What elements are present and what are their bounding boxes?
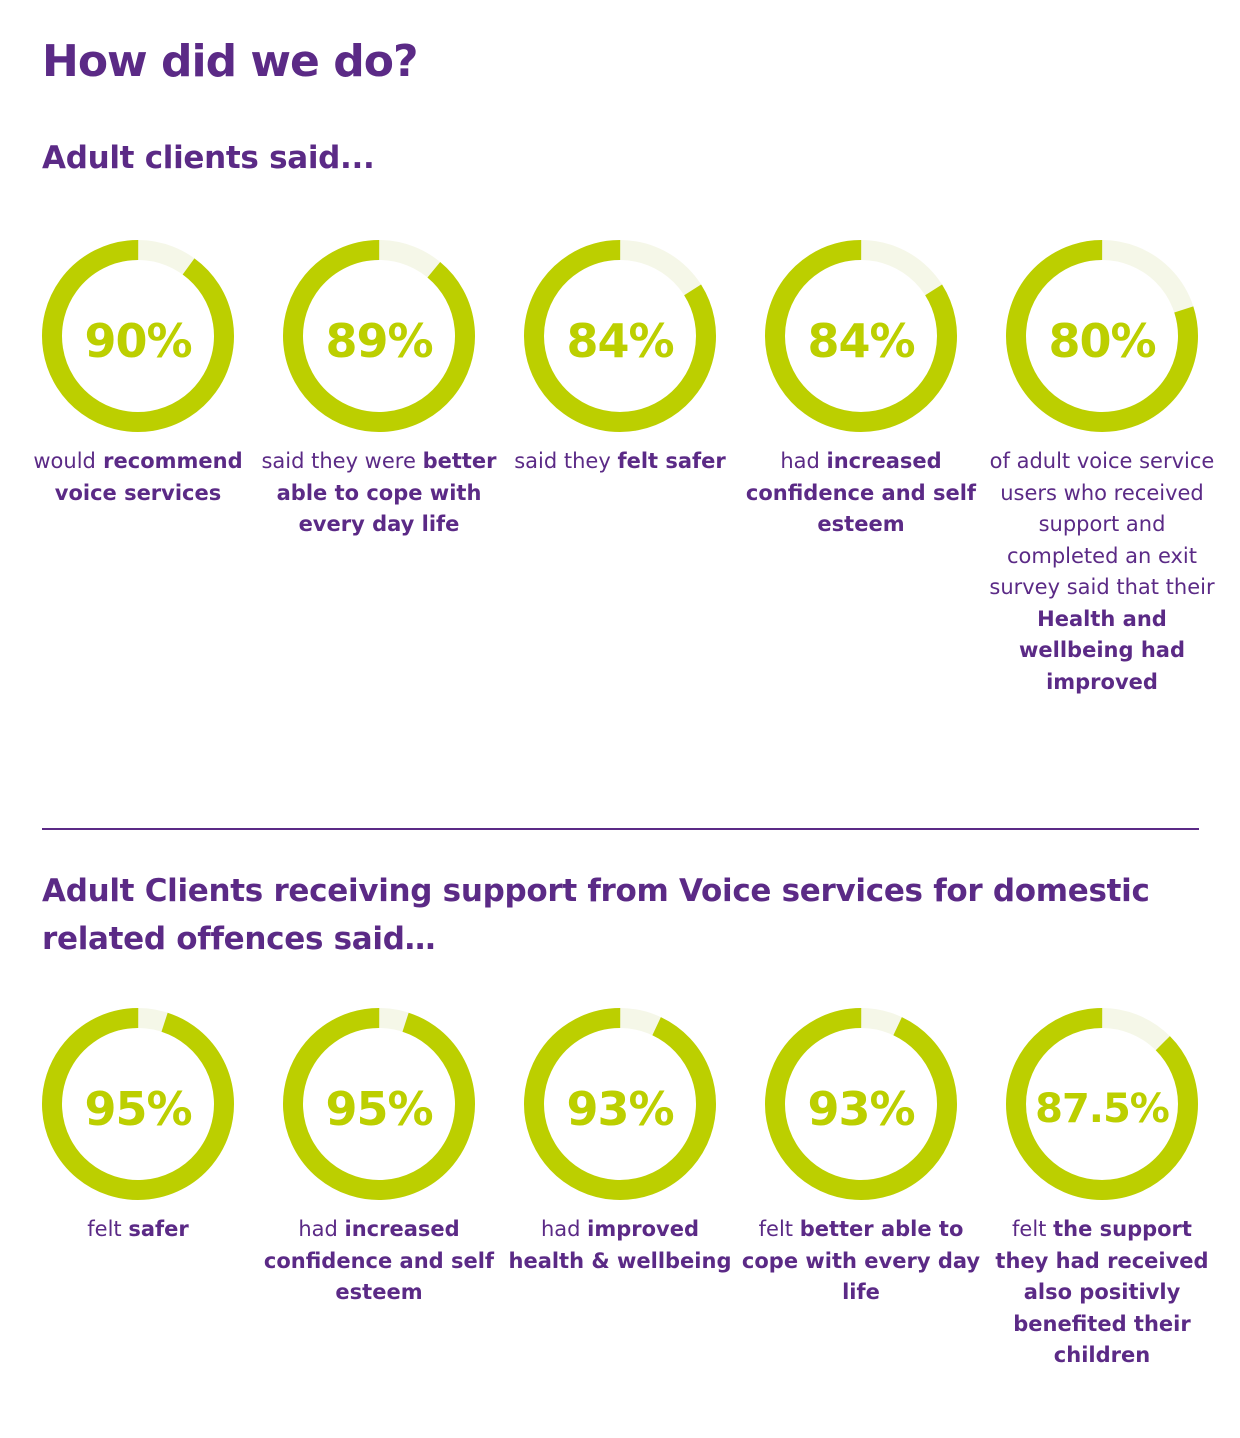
stat-caption: said they felt safer xyxy=(500,446,740,478)
percentage-ring xyxy=(765,1008,957,1200)
ring-progress xyxy=(42,1008,234,1200)
stat-percentage: 89% xyxy=(325,314,433,368)
caption-highlight: recommend voice services xyxy=(54,449,243,505)
caption-text: had xyxy=(298,1217,345,1241)
caption-highlight: improved health & wellbeing xyxy=(508,1217,732,1273)
section-heading-domestic-offences: Adult Clients receiving support from Voi… xyxy=(42,873,1150,957)
stat-percentage: 95% xyxy=(84,1082,192,1136)
caption-highlight: better able to cope with every day life xyxy=(741,1217,981,1304)
stat-card: 95% had increased confidence and self es… xyxy=(259,1004,499,1424)
percentage-ring xyxy=(42,1008,234,1200)
stat-percentage: 93% xyxy=(566,1082,674,1136)
percentage-ring xyxy=(283,240,475,432)
percentage-ring xyxy=(524,240,716,432)
stat-percentage: 93% xyxy=(807,1082,915,1136)
stat-card: 84% had increased confidence and self es… xyxy=(741,236,981,656)
caption-text: said they xyxy=(514,449,618,473)
stat-percentage: 90% xyxy=(84,314,192,368)
stat-caption: felt safer xyxy=(18,1214,258,1246)
stat-card: 89% said they were better able to cope w… xyxy=(259,236,499,656)
stat-percentage: 87.5% xyxy=(1035,1086,1170,1132)
caption-text: would xyxy=(33,449,96,473)
stat-card: 90% would recommend voice services xyxy=(18,236,258,656)
caption-text: of adult voice service users who receive… xyxy=(989,449,1215,599)
ring-progress xyxy=(283,240,475,432)
caption-highlight: the support they had received also posit… xyxy=(995,1217,1209,1367)
stat-caption: had increased confidence and self esteem xyxy=(741,446,981,541)
percentage-ring xyxy=(42,240,234,432)
caption-highlight: safer xyxy=(128,1217,189,1241)
ring-progress xyxy=(1006,240,1198,432)
stat-caption: felt better able to cope with every day … xyxy=(741,1214,981,1309)
ring-progress xyxy=(283,1008,475,1200)
caption-text: had xyxy=(780,449,827,473)
caption-text: felt xyxy=(758,1217,800,1241)
section-divider xyxy=(42,828,1199,830)
stats-row-domestic-offences: 95% felt safer 95% had increased confide… xyxy=(0,1004,1240,1424)
caption-highlight: better able to cope with every day life xyxy=(276,449,497,536)
stat-caption: of adult voice service users who receive… xyxy=(982,446,1222,698)
stat-percentage: 84% xyxy=(807,314,915,368)
caption-highlight: increased confidence and self esteem xyxy=(745,449,977,536)
stat-caption: had improved health & wellbeing xyxy=(500,1214,740,1277)
caption-text: felt xyxy=(1012,1217,1054,1241)
stat-percentage: 84% xyxy=(566,314,674,368)
stat-caption: would recommend voice services xyxy=(18,446,258,509)
ring-progress xyxy=(1006,1008,1198,1200)
stat-percentage: 80% xyxy=(1048,314,1156,368)
stat-card: 80% of adult voice service users who rec… xyxy=(982,236,1222,694)
caption-highlight: felt safer xyxy=(617,449,726,473)
section-heading-adult-clients: Adult clients said... xyxy=(42,140,375,176)
caption-text: said they were xyxy=(261,449,423,473)
stat-card: 87.5% felt the support they had received… xyxy=(982,1004,1222,1424)
percentage-ring xyxy=(283,1008,475,1200)
stat-caption: felt the support they had received also … xyxy=(982,1214,1222,1372)
caption-text: had xyxy=(540,1217,588,1241)
percentage-ring xyxy=(765,240,957,432)
stat-card: 84% said they felt safer xyxy=(500,236,740,656)
stat-caption: said they were better able to cope with … xyxy=(259,446,499,541)
caption-highlight: increased confidence and self esteem xyxy=(263,1217,495,1304)
caption-highlight: Health and wellbeing had improved xyxy=(1019,606,1185,694)
stat-card: 95% felt safer xyxy=(18,1004,258,1424)
stat-card: 93% felt better able to cope with every … xyxy=(741,1004,981,1424)
percentage-ring xyxy=(1006,1008,1198,1200)
stat-caption: had increased confidence and self esteem xyxy=(259,1214,499,1309)
page-title: How did we do? xyxy=(42,36,418,87)
percentage-ring xyxy=(1006,240,1198,432)
stat-percentage: 95% xyxy=(325,1082,433,1136)
stats-row-adult-clients: 90% would recommend voice services 89% s… xyxy=(0,236,1240,694)
stat-card: 93% had improved health & wellbeing xyxy=(500,1004,740,1424)
percentage-ring xyxy=(524,1008,716,1200)
caption-text: felt xyxy=(87,1217,129,1241)
